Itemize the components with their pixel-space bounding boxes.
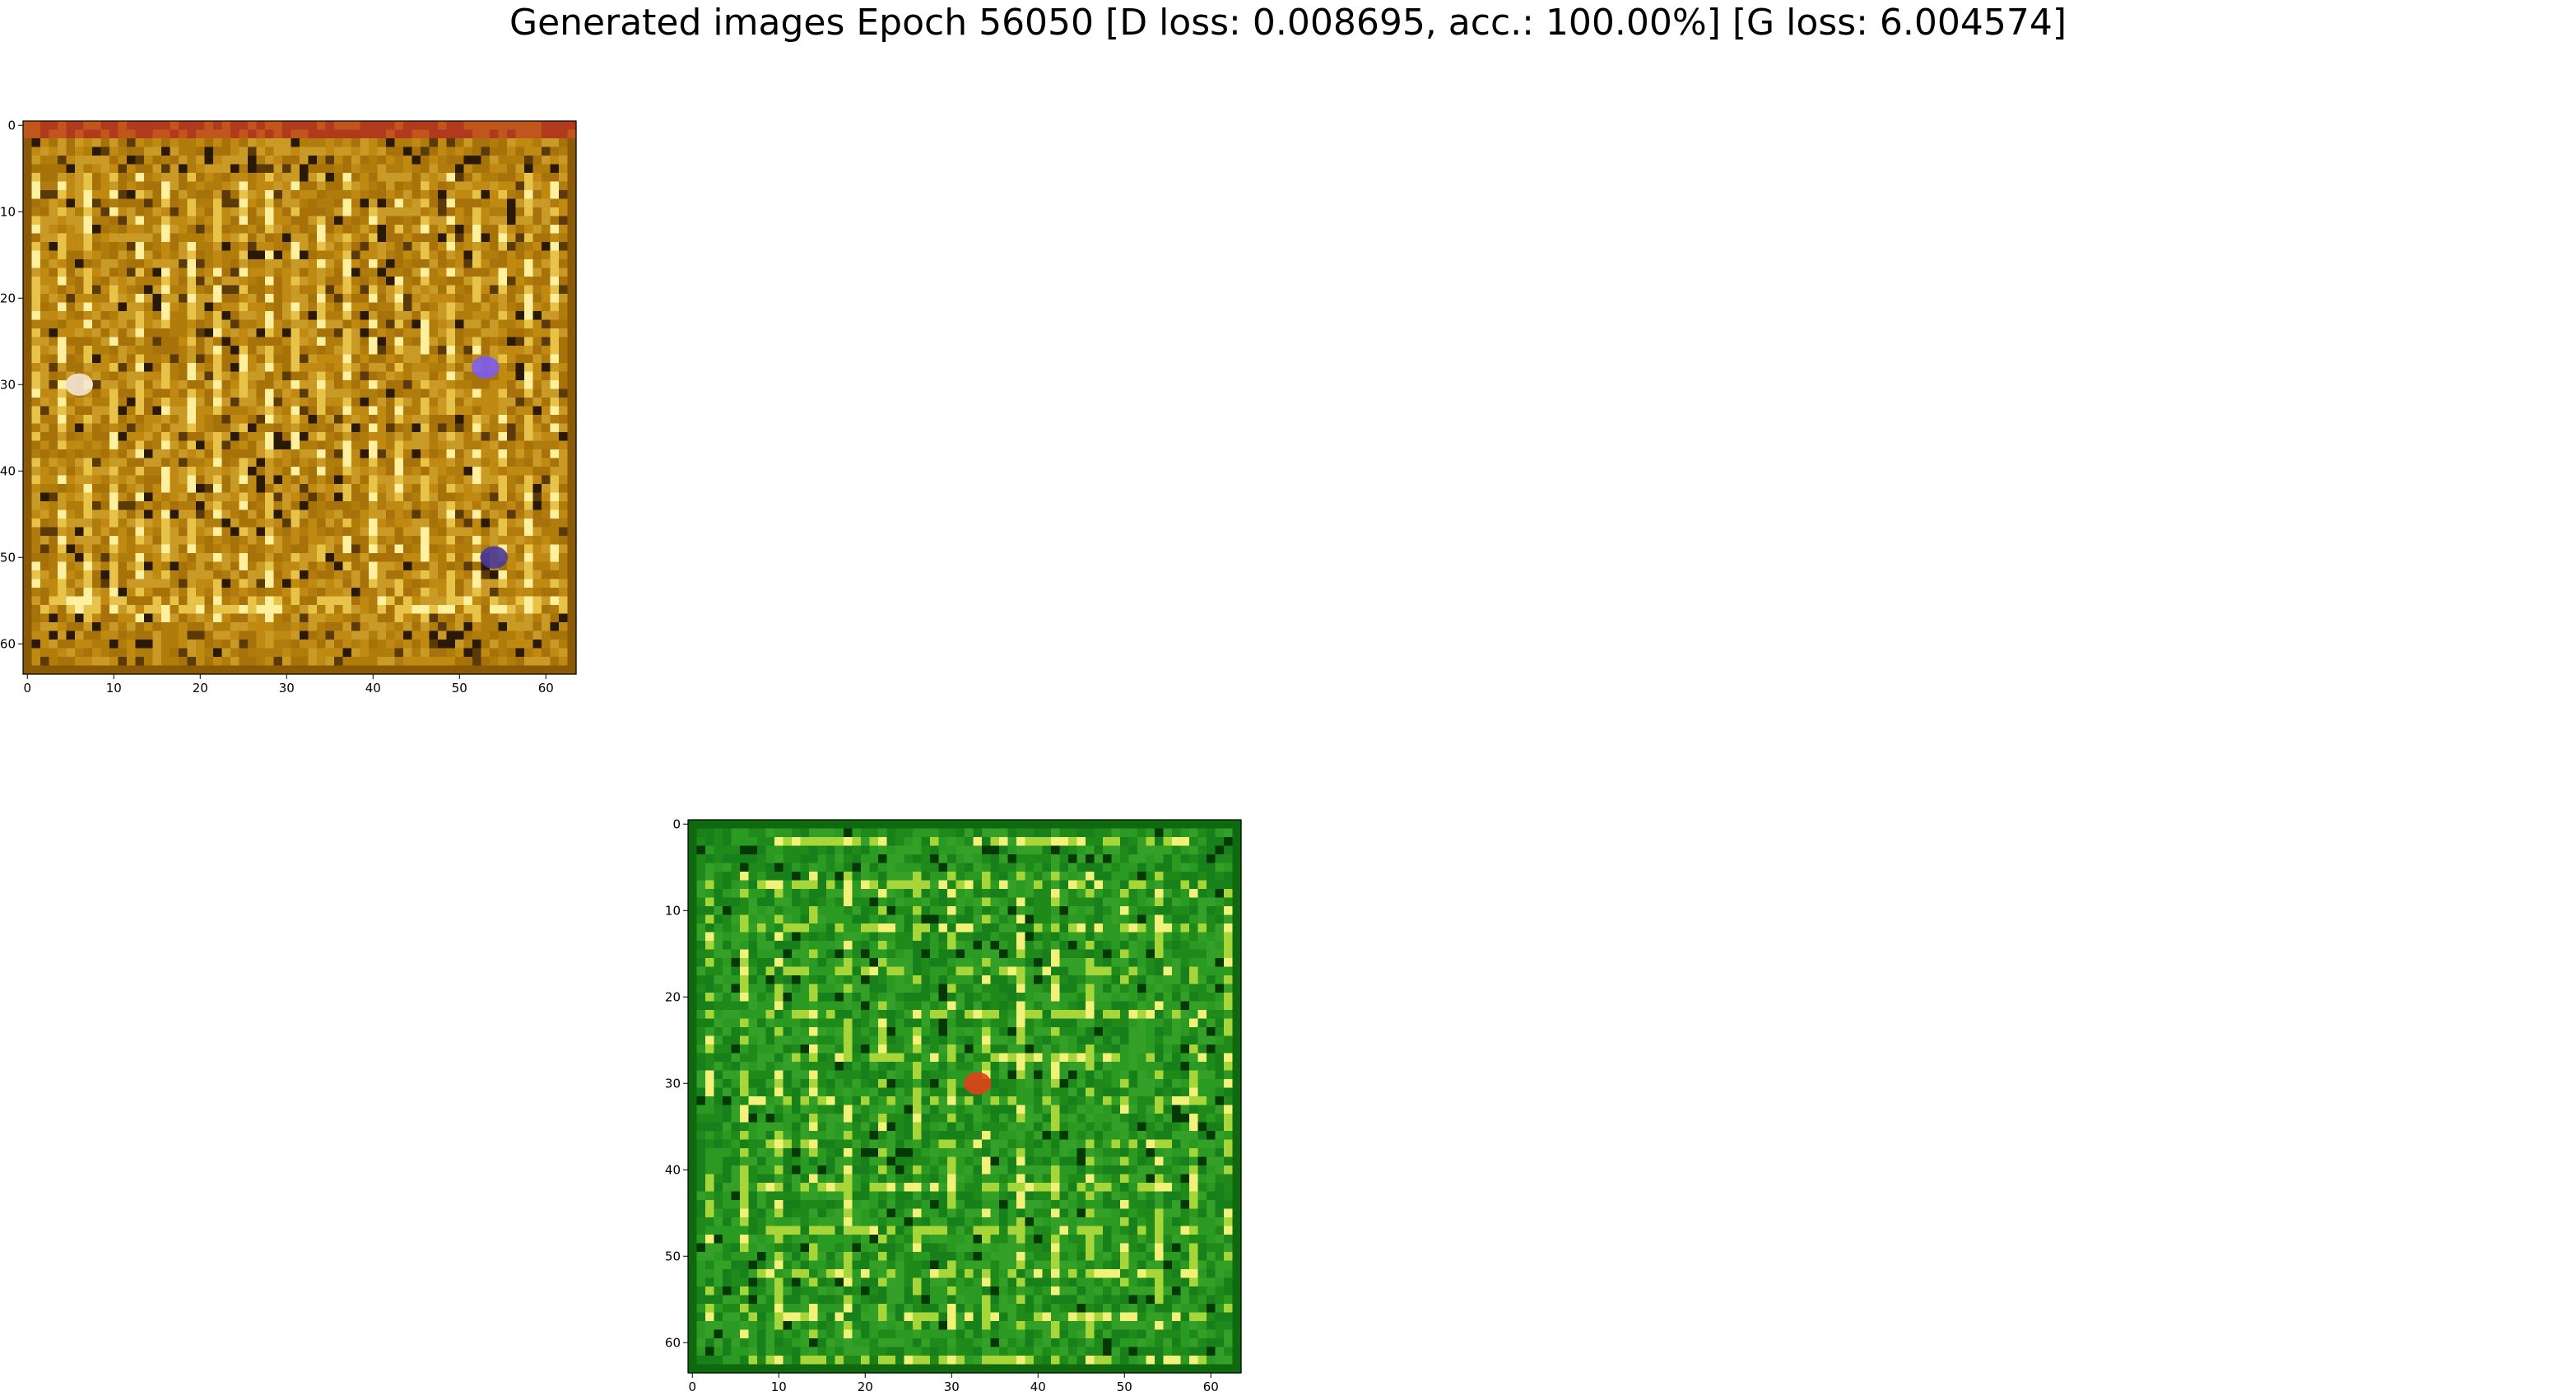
x-tick-label: 30 <box>279 681 295 696</box>
x-tick-label: 50 <box>1117 1379 1132 1391</box>
y-tick-label: 60 <box>0 636 16 651</box>
y-tick-label: 60 <box>665 1335 681 1350</box>
color-blob <box>65 374 93 396</box>
generated-image-2: 0 10 20 30 40 50 60 0 10 20 30 40 50 60 <box>0 699 2576 1391</box>
generated-image-pixels <box>688 820 1242 1374</box>
color-blob <box>472 356 500 379</box>
generated-image-pixels <box>23 121 577 675</box>
y-tick-label: 10 <box>665 903 681 918</box>
x-tick-label: 20 <box>858 1379 873 1391</box>
x-tick-label: 40 <box>1030 1379 1046 1391</box>
x-tick-label: 0 <box>688 1379 696 1391</box>
color-blob <box>964 1072 992 1095</box>
y-tick-label: 30 <box>0 377 16 392</box>
y-tick-label: 30 <box>665 1076 681 1091</box>
x-tick-label: 0 <box>23 681 31 696</box>
x-tick-label: 30 <box>944 1379 960 1391</box>
y-tick-label: 50 <box>0 550 16 565</box>
y-tick-label: 50 <box>665 1249 681 1263</box>
y-tick-label: 40 <box>665 1162 681 1177</box>
x-tick-label: 50 <box>452 681 467 696</box>
x-tick-label: 60 <box>1203 1379 1219 1391</box>
y-tick-label: 20 <box>0 291 16 305</box>
x-tick-label: 10 <box>771 1379 787 1391</box>
y-tick-label: 0 <box>7 118 16 133</box>
y-tick-label: 0 <box>672 816 681 831</box>
x-tick-label: 40 <box>365 681 381 696</box>
x-tick-label: 10 <box>106 681 122 696</box>
y-tick-label: 40 <box>0 463 16 478</box>
color-blob <box>480 547 508 569</box>
y-tick-label: 10 <box>0 204 16 219</box>
x-tick-label: 60 <box>538 681 554 696</box>
y-tick-label: 20 <box>665 989 681 1004</box>
figure-title: Generated images Epoch 56050 [D loss: 0.… <box>0 2 2576 44</box>
x-tick-label: 20 <box>193 681 208 696</box>
generated-image-1: 0 10 20 30 40 50 60 0 10 20 30 40 50 60 <box>0 0 2576 696</box>
